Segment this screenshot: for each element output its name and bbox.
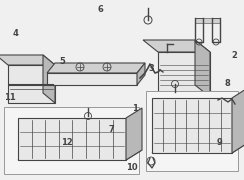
Text: 11: 11 <box>4 93 16 102</box>
Polygon shape <box>47 73 137 85</box>
Text: 1: 1 <box>132 103 138 112</box>
Text: 12: 12 <box>61 138 73 147</box>
Polygon shape <box>8 65 55 103</box>
Text: 9: 9 <box>217 138 223 147</box>
Text: 7: 7 <box>108 125 114 134</box>
Text: 10: 10 <box>126 163 138 172</box>
Polygon shape <box>43 55 55 103</box>
Polygon shape <box>126 108 142 160</box>
Polygon shape <box>47 63 145 73</box>
Text: 2: 2 <box>231 51 237 60</box>
Polygon shape <box>195 40 210 97</box>
Polygon shape <box>232 89 244 153</box>
Polygon shape <box>152 98 232 153</box>
FancyBboxPatch shape <box>4 107 139 174</box>
Polygon shape <box>158 52 210 97</box>
Text: 6: 6 <box>97 5 103 14</box>
Polygon shape <box>18 118 126 160</box>
FancyBboxPatch shape <box>146 91 238 171</box>
Polygon shape <box>195 18 220 23</box>
Text: 5: 5 <box>59 57 65 66</box>
Text: 4: 4 <box>13 29 19 38</box>
Text: 8: 8 <box>224 79 230 88</box>
Polygon shape <box>143 40 210 52</box>
Polygon shape <box>137 63 145 85</box>
Text: 3: 3 <box>148 64 154 73</box>
Polygon shape <box>152 144 244 153</box>
Polygon shape <box>0 55 55 65</box>
Polygon shape <box>18 150 142 160</box>
